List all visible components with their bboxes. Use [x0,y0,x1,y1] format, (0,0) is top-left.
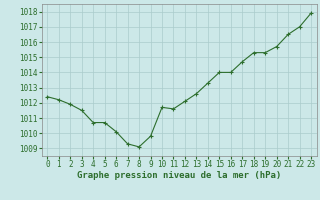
X-axis label: Graphe pression niveau de la mer (hPa): Graphe pression niveau de la mer (hPa) [77,171,281,180]
